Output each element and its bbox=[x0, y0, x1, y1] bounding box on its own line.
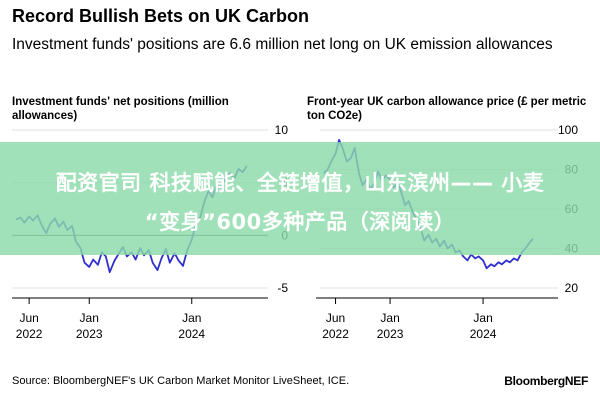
left-ytick-label-0: 10 bbox=[275, 123, 289, 137]
left-xtick-year-1: 2023 bbox=[76, 327, 103, 341]
overlay-text-line1: 配资官司 科技赋能、全链增值，山东滨州—— 小麦 bbox=[55, 171, 545, 195]
chart-right-title: Front-year UK carbon allowance price (£ … bbox=[307, 96, 587, 122]
left-xtick-month-2: Jan bbox=[182, 311, 201, 325]
overlay-banner bbox=[0, 142, 600, 255]
left-xtick-year-0: 2022 bbox=[16, 327, 43, 341]
left-xtick-month-0: Jun bbox=[19, 311, 38, 325]
overlay-text-line2: “变身”600多种产品（深阅读） bbox=[144, 210, 456, 234]
right-ytick-label-4: 20 bbox=[565, 281, 579, 295]
left-xtick-month-1: Jan bbox=[80, 311, 99, 325]
left-ytick-label-3: -5 bbox=[277, 281, 288, 295]
chart-left-title: Investment funds' net positions (million… bbox=[12, 96, 229, 122]
page-title: Record Bullish Bets on UK Carbon bbox=[12, 6, 310, 26]
right-xtick-year-0: 2022 bbox=[322, 327, 349, 341]
brand-logo: BloombergNEF bbox=[504, 374, 588, 388]
right-xtick-year-2: 2024 bbox=[470, 327, 497, 341]
right-ytick-label-0: 100 bbox=[558, 123, 578, 137]
right-xtick-month-2: Jan bbox=[473, 311, 492, 325]
right-xtick-month-1: Jan bbox=[380, 311, 399, 325]
left-xtick-year-2: 2024 bbox=[178, 327, 205, 341]
right-xtick-month-0: Jun bbox=[326, 311, 345, 325]
source-note: Source: BloombergNEF's UK Carbon Market … bbox=[12, 375, 350, 387]
page-subtitle: Investment funds' positions are 6.6 mill… bbox=[12, 36, 553, 53]
right-xtick-year-1: 2023 bbox=[377, 327, 404, 341]
